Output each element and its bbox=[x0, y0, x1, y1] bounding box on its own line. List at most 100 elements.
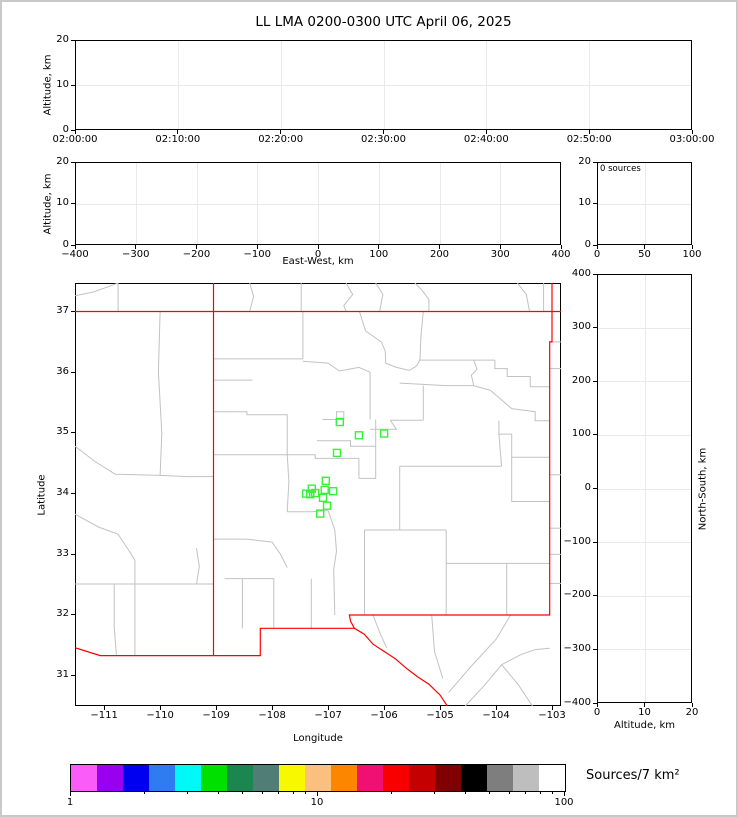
time-height-xtick-label: 02:40:00 bbox=[463, 134, 509, 145]
colorbar-minor-tick bbox=[143, 791, 145, 794]
colorbar-segment bbox=[279, 765, 305, 791]
map-xtick-label: −106 bbox=[370, 710, 398, 721]
colorbar-minor-tick bbox=[187, 791, 189, 794]
map-ytick bbox=[71, 614, 75, 616]
northsouth-height-ytick bbox=[593, 434, 597, 436]
lightning-source-marker bbox=[332, 448, 342, 458]
map-xtick bbox=[327, 706, 329, 710]
colorbar-segment bbox=[487, 765, 513, 791]
colorbar-minor-tick bbox=[508, 791, 510, 794]
county-boundary-line bbox=[490, 390, 550, 422]
altitude-histogram-gridline bbox=[597, 203, 692, 205]
time-height-xtick bbox=[485, 130, 487, 134]
colorbar-minor-tick bbox=[525, 791, 527, 794]
colorbar-segment bbox=[227, 765, 253, 791]
altitude-histogram-ytick bbox=[593, 161, 597, 163]
colorbar-segment bbox=[149, 765, 175, 791]
county-boundary-line bbox=[375, 283, 384, 312]
time-height-xtick-label: 02:30:00 bbox=[361, 134, 406, 145]
eastwest-height-xtick-label: 200 bbox=[429, 249, 450, 260]
map-frame bbox=[75, 283, 561, 706]
time-height-xtick bbox=[383, 130, 384, 134]
time-height-xtick bbox=[691, 130, 693, 134]
altitude-histogram-ytick bbox=[593, 244, 597, 246]
northsouth-height-ytick bbox=[593, 595, 597, 597]
time-height-xtick bbox=[177, 130, 179, 134]
northsouth-height-gridline bbox=[597, 327, 692, 329]
colorbar-tick-label: 1 bbox=[66, 797, 74, 808]
county-boundary-line bbox=[498, 434, 503, 467]
time-height-xtick-label: 02:50:00 bbox=[566, 134, 612, 145]
altitude-histogram-ytick-label: 20 bbox=[578, 155, 591, 167]
colorbar-segment bbox=[513, 765, 539, 791]
time-height-xtick bbox=[74, 130, 76, 134]
eastwest-height-gridline bbox=[75, 203, 561, 205]
map-xtick bbox=[439, 706, 441, 710]
time-height-xtick-label: 03:00:00 bbox=[669, 134, 715, 145]
lightning-source-marker bbox=[322, 501, 332, 510]
county-boundary-line bbox=[501, 647, 550, 666]
northsouth-height-gridline bbox=[597, 381, 692, 383]
time-height-frame bbox=[75, 40, 692, 130]
county-boundary-line bbox=[414, 283, 430, 312]
eastwest-height-xtick-label: 0 bbox=[314, 249, 322, 260]
figure-title: LL LMA 0200-0300 UTC April 06, 2025 bbox=[255, 14, 512, 30]
county-boundary-line bbox=[302, 360, 371, 373]
county-boundary-line bbox=[75, 445, 214, 478]
altitude-histogram-xtick bbox=[644, 245, 645, 249]
colorbar-segment bbox=[97, 765, 123, 791]
eastwest-height-xtick bbox=[74, 245, 76, 249]
northsouth-height-ytick bbox=[593, 541, 597, 543]
eastwest-height-xlabel: East-West, km bbox=[282, 256, 354, 267]
time-height-xtick bbox=[280, 130, 282, 134]
map-xtick bbox=[383, 706, 385, 710]
county-boundary-line bbox=[213, 538, 288, 568]
county-boundary-line bbox=[370, 419, 398, 430]
northsouth-height-ytick-label: −400 bbox=[563, 696, 591, 708]
map-xtick bbox=[495, 706, 497, 710]
colorbar-segment bbox=[71, 765, 97, 791]
eastwest-height-ytick-label: 10 bbox=[56, 197, 69, 208]
northsouth-height-ytick-label: −300 bbox=[563, 642, 591, 654]
northsouth-height-ytick bbox=[593, 273, 597, 275]
map-ytick-label: 35 bbox=[56, 426, 69, 438]
eastwest-height-ytick bbox=[71, 203, 75, 204]
northsouth-height-ytick-label: 0 bbox=[584, 482, 591, 493]
county-boundary-line bbox=[358, 419, 377, 479]
county-boundary-line bbox=[224, 578, 275, 629]
altitude-histogram-xtick-label: 0 bbox=[593, 249, 601, 260]
colorbar-segment bbox=[539, 765, 565, 791]
map-ytick-label: 37 bbox=[56, 305, 69, 317]
colorbar-minor-tick bbox=[552, 791, 554, 794]
altitude-histogram-ytick bbox=[593, 203, 597, 204]
lightning-source-marker bbox=[354, 431, 364, 440]
map-xtick bbox=[551, 706, 553, 710]
colorbar-tick-label: 10 bbox=[310, 797, 324, 808]
time-height-xtick-label: 02:10:00 bbox=[155, 134, 201, 145]
northsouth-height-ytick bbox=[593, 488, 597, 489]
colorbar-segment bbox=[331, 765, 357, 791]
colorbar-minor-tick bbox=[305, 791, 307, 794]
lightning-source-marker bbox=[320, 485, 329, 495]
colorbar-label: Sources/7 km² bbox=[586, 768, 680, 783]
northsouth-height-ylabel-right: North-South, km bbox=[697, 447, 709, 530]
altitude-histogram-frame bbox=[597, 162, 692, 245]
northsouth-height-xtick bbox=[691, 703, 693, 707]
time-height-xtick bbox=[588, 130, 590, 134]
county-boundary-line bbox=[470, 359, 478, 386]
northsouth-height-xtick-label: 20 bbox=[685, 707, 699, 718]
eastwest-height-xtick bbox=[135, 245, 137, 249]
eastwest-height-xtick bbox=[378, 245, 380, 249]
northsouth-height-xtick bbox=[596, 703, 598, 707]
map-ytick-label: 36 bbox=[56, 365, 69, 377]
county-boundary-line bbox=[501, 664, 533, 706]
map-canvas bbox=[75, 283, 561, 706]
county-boundary-line bbox=[448, 614, 512, 693]
lightning-source-marker bbox=[321, 476, 331, 486]
altitude-histogram-ytick-label: 10 bbox=[578, 197, 591, 208]
map-xtick-label: −107 bbox=[314, 710, 342, 721]
eastwest-height-ylabel: Altitude, km bbox=[42, 173, 54, 234]
colorbar-segment bbox=[305, 765, 331, 791]
eastwest-height-xtick bbox=[560, 245, 562, 249]
